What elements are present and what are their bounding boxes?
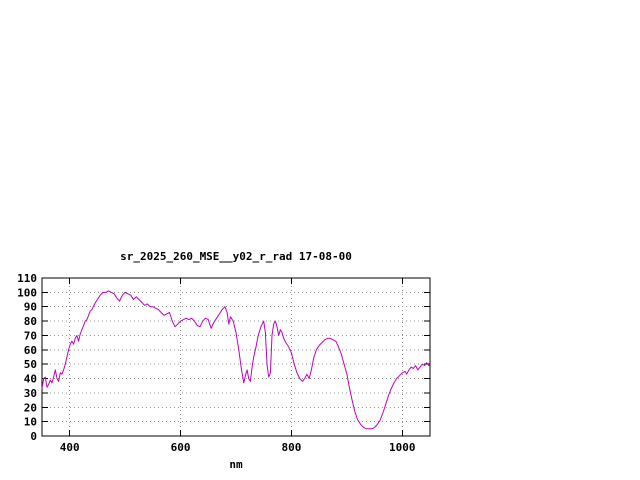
y-tick-label: 20 (24, 401, 37, 414)
y-tick-label: 10 (24, 416, 37, 429)
x-tick-label: 400 (60, 441, 80, 454)
y-tick-label: 70 (24, 329, 37, 342)
x-tick-label: 600 (171, 441, 191, 454)
y-tick-label: 80 (24, 315, 37, 328)
y-tick-label: 0 (30, 430, 37, 443)
y-tick-label: 90 (24, 301, 37, 314)
x-axis-label: nm (229, 458, 243, 471)
y-tick-label: 60 (24, 344, 37, 357)
y-tick-label: 100 (17, 286, 37, 299)
y-tick-label: 40 (24, 373, 37, 386)
y-tick-label: 30 (24, 387, 37, 400)
y-tick-label: 110 (17, 272, 37, 285)
x-tick-label: 1000 (389, 441, 416, 454)
spectrum-curve (41, 290, 431, 430)
y-tick-label: 50 (24, 358, 37, 371)
x-tick-label: 800 (281, 441, 301, 454)
chart-title: sr_2025_260_MSE__y02_r_rad 17-08-00 (120, 250, 352, 263)
plot-border (41, 277, 431, 437)
